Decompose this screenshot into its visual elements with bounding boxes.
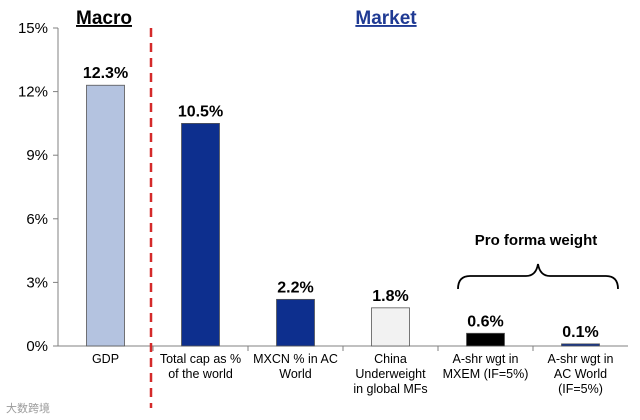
value-label: 2.2% (277, 279, 313, 296)
market-label: Market (355, 8, 417, 29)
macro-label: Macro (76, 8, 132, 29)
category-label: China Underweight in global MFs (353, 352, 427, 396)
value-label: 0.1% (562, 324, 598, 341)
bar (466, 332, 505, 347)
value-labels: 12.3% 10.5% 2.2% 1.8% 0.6% 0.1% (83, 65, 599, 341)
category-label: MXCN % in AC World (253, 352, 338, 381)
bar (561, 343, 600, 347)
y-tick-label: 3% (26, 274, 48, 291)
bar (371, 307, 410, 347)
category-label: A-shr wgt in AC World (IF=5%) (548, 352, 614, 396)
category-label: A-shr wgt in MXEM (IF=5%) (443, 352, 529, 381)
category-labels: GDP Total cap as % of the world MXCN % in A… (92, 352, 614, 396)
category-label: Total cap as % of the world (160, 352, 241, 381)
y-tick-label: 12% (18, 84, 48, 101)
y-tick-label: 15% (18, 20, 48, 37)
watermark: 大数跨境 (6, 401, 50, 415)
bar (181, 123, 220, 347)
value-label: 0.6% (467, 313, 503, 330)
value-label: 1.8% (372, 288, 408, 305)
category-label: GDP (92, 352, 119, 366)
y-tick-label: 6% (26, 211, 48, 228)
bars (86, 84, 600, 347)
bar (276, 298, 315, 347)
bar (86, 84, 125, 347)
y-tick-label: 0% (26, 338, 48, 355)
pro-forma-brace (457, 263, 619, 290)
pro-forma-label: Pro forma weight (475, 232, 598, 249)
y-tick-label: 9% (26, 147, 48, 164)
y-axis: 0% 3% 6% 9% 12% 15% (18, 20, 628, 355)
value-label: 12.3% (83, 65, 128, 82)
value-label: 10.5% (178, 103, 223, 120)
